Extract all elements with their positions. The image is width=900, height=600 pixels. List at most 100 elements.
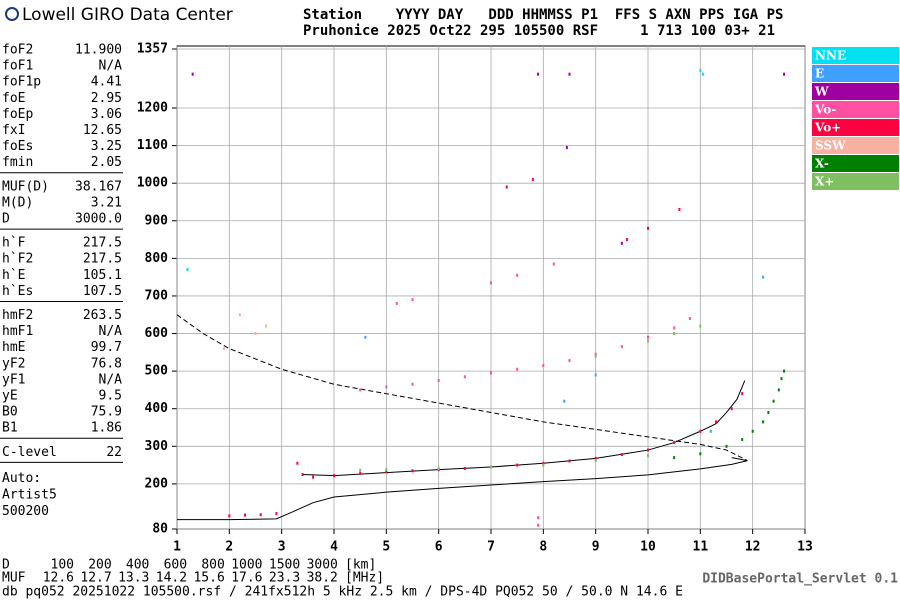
echo-point — [186, 268, 189, 272]
distance: 1000 — [231, 558, 262, 573]
echo-point — [772, 399, 775, 403]
legend-swatch — [812, 155, 899, 172]
echo-point — [673, 456, 676, 460]
y-tick-label: 800 — [145, 251, 169, 266]
y-tick-label: 80 — [152, 522, 168, 537]
param-label: hmF2 — [2, 308, 33, 323]
legend-swatch — [812, 119, 899, 136]
echo-point — [312, 475, 315, 479]
param-label: foF2 — [2, 43, 33, 58]
echo-point — [565, 145, 568, 149]
echo-point — [254, 332, 257, 336]
x-tick-label: 9 — [592, 540, 600, 555]
echo-point — [259, 513, 262, 517]
param-value: 3.21 — [91, 195, 122, 210]
echo-point — [620, 453, 623, 457]
muf-label: MUF — [2, 571, 26, 586]
echo-point — [333, 474, 335, 478]
muf-value: 17.6 — [231, 571, 262, 586]
legend-swatch — [812, 47, 899, 64]
echo-point — [620, 241, 623, 245]
legend-swatch — [812, 137, 899, 154]
echo-point — [542, 463, 545, 467]
echo-point — [191, 72, 194, 76]
d-unit: [km] — [345, 558, 376, 573]
legend-label: NNE — [815, 49, 846, 63]
param-label: h`F2 — [2, 252, 33, 267]
param-label: C-level — [2, 445, 57, 460]
param-value: 3.25 — [91, 139, 122, 154]
y-tick-label: 1200 — [137, 101, 168, 116]
distance: 800 — [201, 558, 224, 573]
echo-point — [537, 516, 540, 520]
logo-text: Lowell GIRO Data Center — [22, 5, 233, 25]
y-tick-label: 600 — [145, 326, 169, 341]
param-value: 99.7 — [91, 340, 122, 355]
param-value: 75.9 — [91, 405, 122, 420]
echo-point — [741, 438, 744, 442]
legend-swatch — [812, 101, 899, 118]
legend-swatch — [812, 83, 899, 100]
param-value: 12.65 — [83, 123, 122, 138]
footer-servlet: DIDBasePortal_Servlet 0.1 — [702, 572, 898, 587]
y-tick-label: 300 — [145, 439, 169, 454]
param-label: h`E — [2, 268, 25, 283]
echo-point — [709, 429, 712, 433]
y-tick-label: 700 — [145, 288, 169, 303]
echo-point — [238, 313, 241, 317]
param-label: h`F — [2, 236, 26, 251]
echo-point — [490, 465, 492, 469]
echo-point — [490, 371, 492, 375]
echo-point — [411, 382, 414, 386]
echo-point — [673, 332, 676, 336]
echo-point — [463, 375, 466, 379]
logo-icon — [5, 7, 19, 21]
echo-point — [725, 444, 728, 448]
legend-swatch — [812, 65, 899, 82]
echo-point — [673, 326, 676, 330]
distance: 200 — [88, 558, 111, 573]
echo-point — [699, 452, 702, 456]
param-value: 76.8 — [91, 356, 122, 371]
echo-point — [699, 429, 702, 433]
echo-point — [359, 468, 362, 472]
x-tick-label: 2 — [225, 540, 233, 555]
echo-point — [437, 379, 440, 383]
muf-unit: [MHz] — [345, 571, 384, 586]
echo-point — [505, 185, 508, 189]
x-tick-label: 7 — [487, 540, 495, 555]
legend-label: E — [815, 67, 824, 81]
echo-point — [715, 420, 718, 424]
echo-point — [542, 363, 545, 367]
logo: Lowell GIRO Data Center — [5, 5, 233, 25]
x-tick-label: 1 — [173, 540, 181, 555]
echo-point — [762, 420, 765, 424]
echo-point — [385, 468, 388, 472]
echo-point — [594, 373, 597, 377]
muf-value: 13.3 — [118, 571, 149, 586]
param-value: 4.41 — [91, 75, 122, 90]
y-tick-label: 200 — [145, 476, 169, 491]
echo-point — [783, 369, 786, 373]
echo-point — [516, 367, 519, 371]
distance: 600 — [164, 558, 187, 573]
profile-curve — [177, 457, 748, 521]
echo-point — [542, 461, 545, 465]
param-value: 3000.0 — [75, 212, 122, 227]
param-label: foF1p — [2, 75, 41, 90]
param-value: 217.5 — [83, 236, 122, 251]
echo-point — [537, 72, 540, 76]
param-value: N/A — [99, 324, 123, 339]
echo-point — [228, 514, 231, 518]
note: 500200 — [2, 504, 49, 519]
x-tick-label: 13 — [797, 540, 813, 555]
param-label: hmE — [2, 340, 25, 355]
echo-point — [594, 456, 597, 460]
echo-point — [359, 388, 362, 392]
echo-point — [626, 238, 629, 242]
note: Artist5 — [2, 487, 57, 502]
muf-value: 14.2 — [156, 571, 187, 586]
param-value: 107.5 — [83, 284, 122, 299]
param-label: fxI — [2, 123, 25, 138]
